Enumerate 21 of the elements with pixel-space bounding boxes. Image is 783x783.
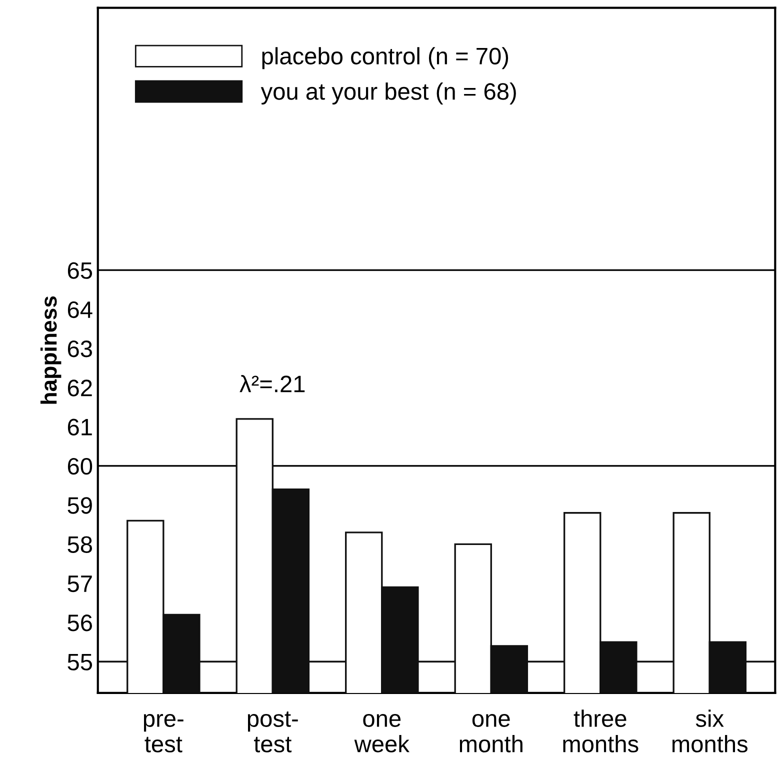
y-tick-label: 59 bbox=[68, 497, 92, 514]
x-tick-label: pre- test bbox=[144, 714, 184, 752]
y-tick-label: 64 bbox=[68, 301, 92, 318]
y-axis-title: happiness bbox=[40, 296, 62, 404]
x-tick-label: post- test bbox=[248, 711, 298, 752]
y-tick-label: 55 bbox=[68, 654, 92, 670]
legend-label: placebo control (n = 70) bbox=[262, 47, 508, 70]
y-tick-label: 58 bbox=[68, 536, 92, 553]
x-tick-label: one month bbox=[460, 714, 522, 752]
y-tick-label: 63 bbox=[68, 340, 92, 358]
x-tick-label: one week bbox=[354, 714, 410, 752]
y-tick-label: 65 bbox=[68, 262, 92, 279]
annotation: λ²=.21 bbox=[240, 375, 305, 392]
y-tick-label: 60 bbox=[68, 458, 92, 475]
x-tick-label: six months bbox=[672, 710, 748, 752]
y-tick-label: 62 bbox=[68, 380, 92, 396]
y-tick-label: 57 bbox=[68, 576, 92, 592]
y-tick-label: 56 bbox=[68, 614, 92, 632]
x-tick-label: three months bbox=[563, 710, 638, 752]
legend-label: you at your best (n = 68) bbox=[260, 82, 516, 105]
y-tick-label: 61 bbox=[68, 418, 92, 436]
